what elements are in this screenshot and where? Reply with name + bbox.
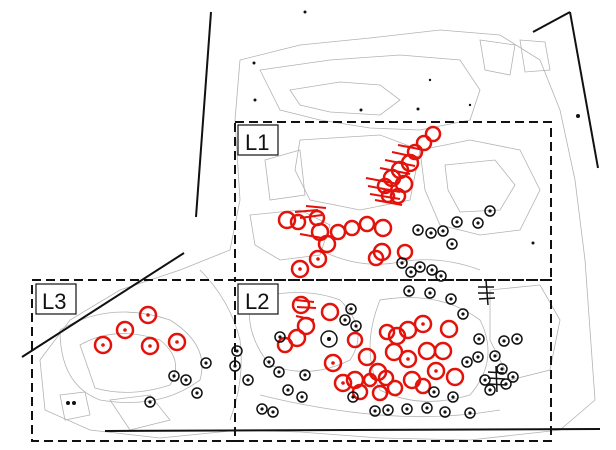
- black-markers: [144, 205, 523, 419]
- zone-label-l2: L2: [245, 289, 269, 314]
- boundary-lines: [21, 11, 601, 432]
- black-hatch-cluster: [478, 279, 507, 393]
- zone-label-l1: L1: [245, 130, 269, 155]
- black-marker-dots: [148, 209, 519, 415]
- site-plan-background: [39, 29, 596, 441]
- zone-label-l3: L3: [42, 289, 66, 314]
- zone-labels: L1 L2 L3: [35, 124, 279, 315]
- plan-dots: [66, 10, 580, 405]
- red-marker-dots: [101, 257, 438, 385]
